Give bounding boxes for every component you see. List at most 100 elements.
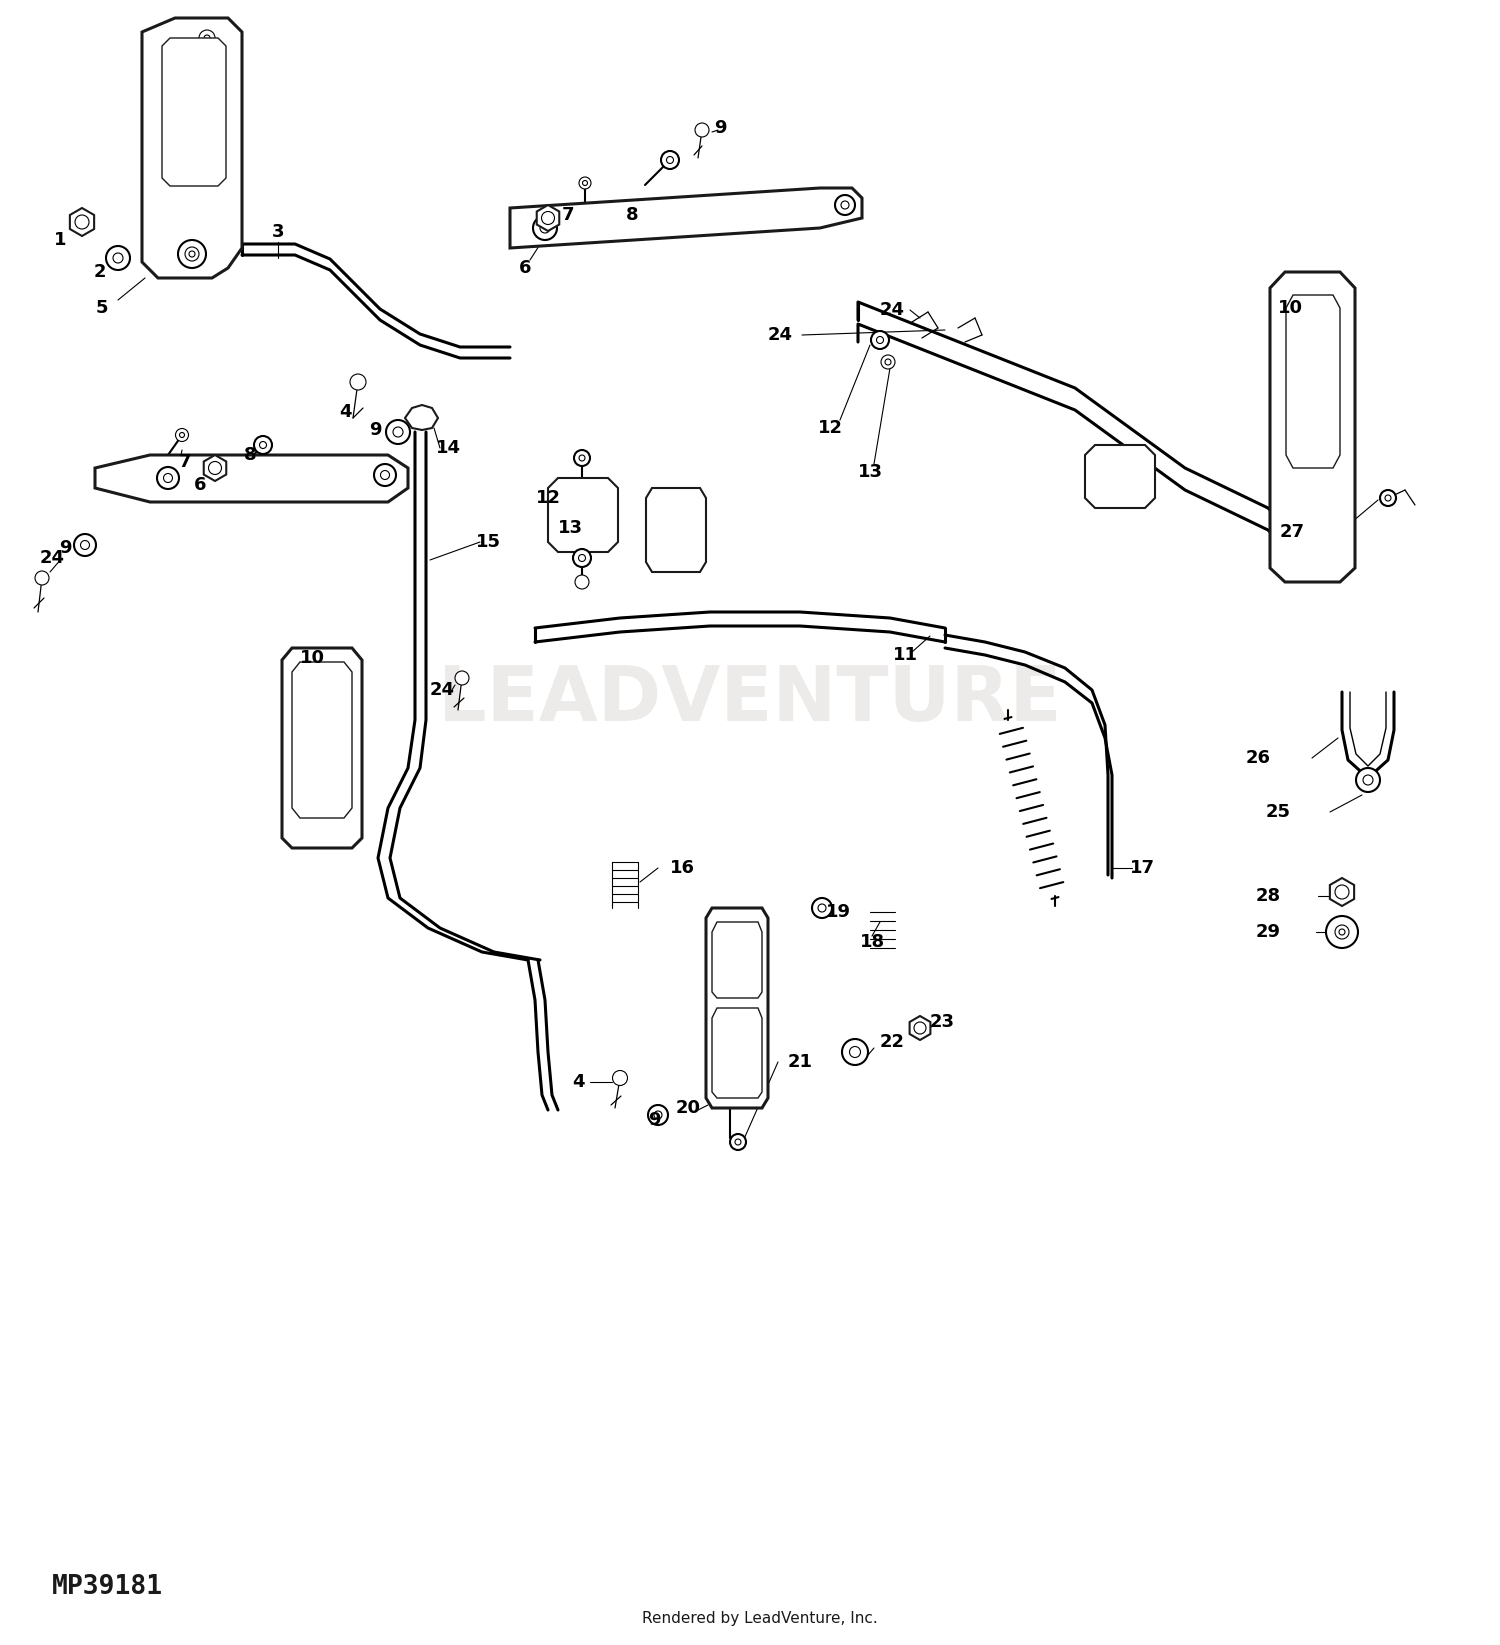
Circle shape bbox=[532, 215, 556, 240]
Text: 13: 13 bbox=[858, 462, 882, 480]
Circle shape bbox=[735, 1138, 741, 1145]
Text: 9: 9 bbox=[369, 421, 381, 439]
Circle shape bbox=[158, 467, 178, 489]
Circle shape bbox=[574, 576, 590, 589]
Text: 10: 10 bbox=[300, 650, 324, 666]
Text: 27: 27 bbox=[1280, 523, 1305, 541]
Circle shape bbox=[880, 355, 896, 368]
Circle shape bbox=[842, 1040, 868, 1064]
Circle shape bbox=[666, 156, 674, 163]
Circle shape bbox=[454, 671, 470, 684]
Circle shape bbox=[876, 337, 884, 344]
Circle shape bbox=[106, 247, 130, 270]
Circle shape bbox=[393, 428, 404, 438]
Circle shape bbox=[176, 428, 189, 441]
Polygon shape bbox=[712, 921, 762, 999]
Circle shape bbox=[654, 1110, 662, 1119]
Text: 23: 23 bbox=[930, 1013, 954, 1031]
Text: 9: 9 bbox=[58, 540, 72, 558]
Circle shape bbox=[849, 1046, 861, 1058]
Circle shape bbox=[164, 474, 172, 482]
Text: 17: 17 bbox=[1130, 859, 1155, 877]
Circle shape bbox=[842, 201, 849, 209]
Circle shape bbox=[540, 224, 550, 234]
Polygon shape bbox=[646, 489, 706, 572]
Circle shape bbox=[579, 178, 591, 189]
Circle shape bbox=[812, 898, 832, 918]
Polygon shape bbox=[510, 188, 862, 248]
Text: 21: 21 bbox=[788, 1053, 813, 1071]
Polygon shape bbox=[1286, 294, 1340, 467]
Text: 16: 16 bbox=[669, 859, 694, 877]
Circle shape bbox=[350, 373, 366, 390]
Text: 22: 22 bbox=[879, 1033, 904, 1051]
Circle shape bbox=[1384, 495, 1390, 502]
Text: 6: 6 bbox=[194, 475, 206, 494]
Circle shape bbox=[374, 464, 396, 485]
Circle shape bbox=[204, 35, 210, 41]
Text: 3: 3 bbox=[272, 224, 285, 242]
Text: 4: 4 bbox=[572, 1073, 585, 1091]
Circle shape bbox=[112, 253, 123, 263]
Text: 24: 24 bbox=[39, 549, 64, 568]
Text: 13: 13 bbox=[558, 520, 582, 536]
Text: 24: 24 bbox=[879, 301, 904, 319]
Text: 12: 12 bbox=[818, 419, 843, 438]
Text: 29: 29 bbox=[1256, 923, 1281, 941]
Polygon shape bbox=[142, 18, 242, 278]
Circle shape bbox=[75, 215, 88, 229]
Polygon shape bbox=[909, 1017, 930, 1040]
Circle shape bbox=[582, 181, 588, 186]
Circle shape bbox=[579, 456, 585, 461]
Polygon shape bbox=[94, 456, 408, 502]
Text: 11: 11 bbox=[892, 646, 918, 665]
Text: 8: 8 bbox=[626, 206, 639, 224]
Text: 7: 7 bbox=[561, 206, 574, 224]
Polygon shape bbox=[706, 908, 768, 1109]
Text: 14: 14 bbox=[435, 439, 460, 457]
Circle shape bbox=[74, 535, 96, 556]
Circle shape bbox=[189, 252, 195, 257]
Circle shape bbox=[1340, 929, 1346, 934]
Circle shape bbox=[178, 240, 206, 268]
Circle shape bbox=[209, 462, 222, 474]
Circle shape bbox=[818, 905, 827, 911]
Polygon shape bbox=[292, 661, 352, 818]
Circle shape bbox=[648, 1105, 668, 1125]
Circle shape bbox=[1335, 924, 1348, 939]
Text: MP39181: MP39181 bbox=[53, 1574, 164, 1601]
Circle shape bbox=[1335, 885, 1348, 900]
Text: 5: 5 bbox=[96, 299, 108, 317]
Circle shape bbox=[730, 1133, 746, 1150]
Text: 20: 20 bbox=[675, 1099, 700, 1117]
Text: 4: 4 bbox=[339, 403, 351, 421]
Circle shape bbox=[612, 1071, 627, 1086]
Text: 28: 28 bbox=[1256, 887, 1281, 905]
Circle shape bbox=[1364, 775, 1372, 785]
Text: 19: 19 bbox=[825, 903, 850, 921]
Circle shape bbox=[885, 359, 891, 365]
Circle shape bbox=[386, 419, 410, 444]
Circle shape bbox=[579, 554, 585, 561]
Circle shape bbox=[1380, 490, 1396, 507]
Text: 6: 6 bbox=[519, 258, 531, 276]
Polygon shape bbox=[405, 405, 438, 429]
Circle shape bbox=[573, 549, 591, 568]
Circle shape bbox=[574, 451, 590, 466]
Circle shape bbox=[836, 196, 855, 215]
Text: 15: 15 bbox=[476, 533, 501, 551]
Circle shape bbox=[871, 331, 889, 349]
Polygon shape bbox=[537, 206, 560, 230]
Text: 8: 8 bbox=[243, 446, 256, 464]
Polygon shape bbox=[548, 479, 618, 553]
Text: 26: 26 bbox=[1245, 748, 1270, 767]
Circle shape bbox=[200, 30, 214, 46]
Text: 18: 18 bbox=[859, 933, 885, 951]
Circle shape bbox=[184, 247, 200, 262]
Polygon shape bbox=[204, 456, 226, 480]
Circle shape bbox=[81, 541, 90, 549]
Polygon shape bbox=[70, 207, 94, 235]
Text: 12: 12 bbox=[536, 489, 561, 507]
Text: 1: 1 bbox=[54, 230, 66, 248]
Polygon shape bbox=[1330, 878, 1354, 906]
